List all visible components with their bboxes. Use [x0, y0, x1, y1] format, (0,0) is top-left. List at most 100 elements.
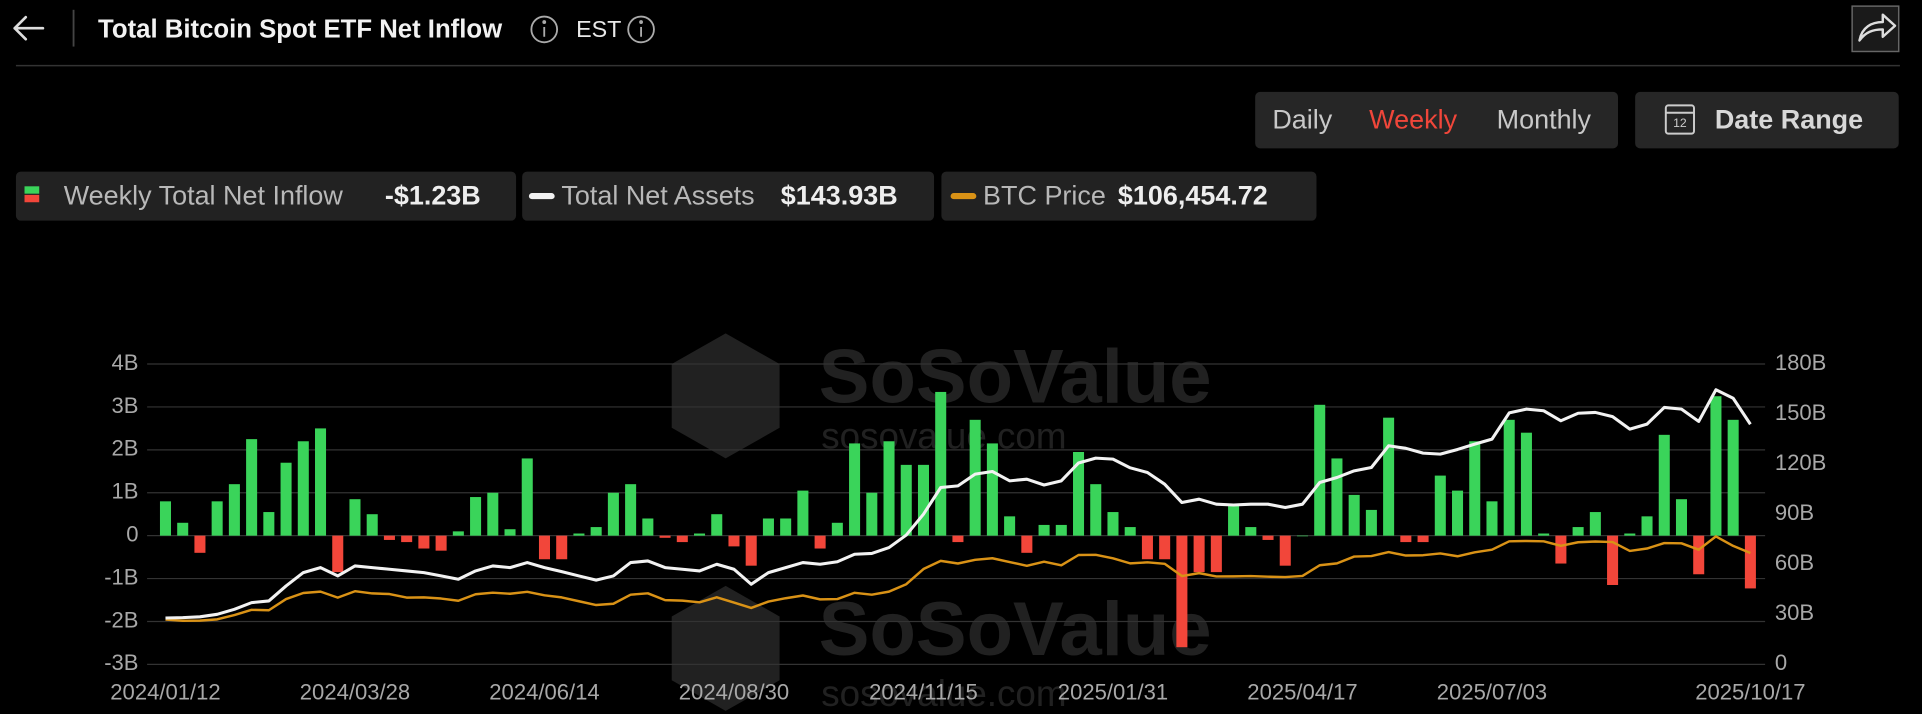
bar[interactable] — [1486, 501, 1498, 536]
bar[interactable] — [1624, 533, 1636, 536]
bar[interactable] — [986, 443, 998, 536]
bar[interactable] — [590, 527, 602, 536]
bar[interactable] — [1555, 535, 1567, 564]
bar[interactable] — [1021, 535, 1033, 553]
bar[interactable] — [315, 428, 327, 536]
tab[interactable]: Monthly — [1497, 104, 1592, 134]
bar[interactable] — [625, 484, 637, 536]
legend-item[interactable]: Total Net Assets $143.93B — [522, 171, 935, 221]
bar[interactable] — [1417, 535, 1429, 543]
bar[interactable] — [1073, 451, 1085, 536]
bar[interactable] — [1262, 535, 1274, 540]
bar[interactable] — [228, 484, 240, 536]
bar[interactable] — [935, 391, 947, 536]
bar[interactable] — [797, 490, 809, 536]
bar[interactable] — [263, 512, 275, 536]
back-button[interactable] — [13, 15, 45, 41]
bar[interactable] — [1727, 419, 1739, 536]
bar[interactable] — [211, 501, 223, 536]
bar[interactable] — [504, 529, 516, 536]
bar[interactable] — [435, 535, 447, 551]
bar[interactable] — [1641, 516, 1653, 536]
bar[interactable] — [1141, 535, 1153, 560]
bar[interactable] — [1090, 484, 1102, 536]
bar[interactable] — [1279, 535, 1291, 566]
bar[interactable] — [538, 535, 550, 560]
bar[interactable] — [1365, 509, 1377, 536]
bar[interactable] — [1744, 535, 1756, 589]
bar[interactable] — [1675, 499, 1687, 536]
bar[interactable] — [1434, 475, 1446, 536]
bar[interactable] — [1348, 494, 1360, 536]
bar[interactable] — [349, 499, 361, 536]
bar[interactable] — [1210, 535, 1222, 573]
bar[interactable] — [952, 535, 964, 543]
bar[interactable] — [969, 419, 981, 536]
bar[interactable] — [676, 535, 688, 543]
bar[interactable] — [1107, 512, 1119, 536]
bar[interactable] — [1331, 458, 1343, 536]
info-icon[interactable] — [627, 15, 655, 44]
bar[interactable] — [814, 535, 826, 549]
bar[interactable] — [866, 492, 878, 536]
bar[interactable] — [1176, 535, 1188, 648]
bar[interactable] — [418, 535, 430, 549]
legend-item[interactable]: Weekly Total Net Inflow -$1.23B — [15, 171, 517, 221]
bar[interactable] — [280, 462, 292, 536]
timezone[interactable]: EST — [576, 16, 621, 42]
bar[interactable] — [573, 533, 585, 536]
info-icon[interactable] — [530, 15, 559, 44]
bar[interactable] — [401, 535, 413, 543]
bar[interactable] — [487, 492, 499, 536]
bar[interactable] — [1658, 434, 1670, 536]
bar[interactable] — [332, 535, 344, 573]
bar[interactable] — [556, 535, 568, 560]
bar[interactable] — [383, 535, 395, 540]
bar[interactable] — [194, 535, 206, 553]
bar[interactable] — [849, 443, 861, 536]
bar[interactable] — [1055, 524, 1067, 536]
bar[interactable] — [694, 533, 706, 536]
bar[interactable] — [1159, 535, 1171, 560]
bar[interactable] — [1572, 527, 1584, 536]
bar[interactable] — [607, 492, 619, 536]
bar[interactable] — [642, 518, 654, 536]
bar[interactable] — [1520, 432, 1532, 536]
bar[interactable] — [1452, 490, 1464, 536]
bar[interactable] — [1038, 524, 1050, 536]
bar[interactable] — [883, 441, 895, 536]
tab[interactable]: Weekly — [1369, 104, 1457, 134]
bar[interactable] — [728, 535, 740, 547]
bar[interactable] — [1538, 533, 1550, 536]
bar[interactable] — [1469, 441, 1481, 536]
bar[interactable] — [745, 535, 757, 566]
bar[interactable] — [1245, 527, 1257, 536]
tab[interactable]: Daily — [1272, 104, 1332, 134]
bar[interactable] — [659, 535, 671, 538]
bar[interactable] — [521, 458, 533, 536]
bar[interactable] — [917, 464, 929, 536]
bar[interactable] — [1589, 512, 1601, 536]
legend-item[interactable]: BTC Price $106,454.72 — [941, 171, 1317, 221]
bar[interactable] — [297, 441, 309, 536]
bar[interactable] — [1124, 527, 1136, 536]
bar[interactable] — [762, 518, 774, 536]
bar[interactable] — [711, 514, 723, 536]
bar[interactable] — [159, 501, 171, 536]
bar[interactable] — [177, 522, 189, 536]
bar[interactable] — [452, 531, 464, 536]
bar[interactable] — [1503, 419, 1515, 536]
bar[interactable] — [1296, 535, 1308, 537]
bar[interactable] — [1004, 516, 1016, 536]
bar[interactable] — [246, 439, 258, 536]
bar[interactable] — [1383, 417, 1395, 536]
bar[interactable] — [1314, 404, 1326, 536]
bar[interactable] — [1228, 505, 1240, 536]
bar[interactable] — [1710, 396, 1722, 536]
bar[interactable] — [1400, 535, 1412, 543]
bar[interactable] — [1193, 535, 1205, 573]
bar[interactable] — [780, 518, 792, 536]
bar[interactable] — [900, 464, 912, 536]
bar[interactable] — [1693, 535, 1705, 575]
bar[interactable] — [831, 522, 843, 536]
